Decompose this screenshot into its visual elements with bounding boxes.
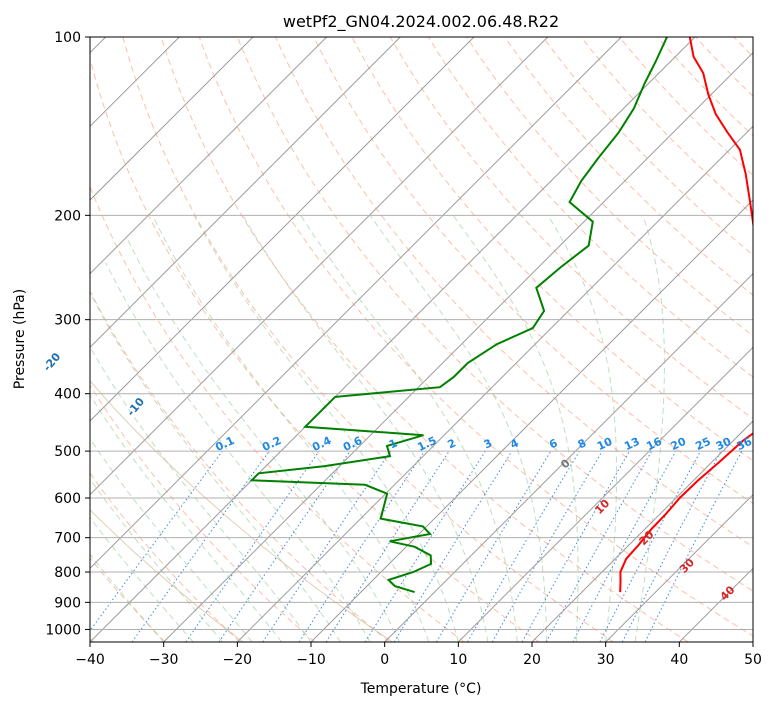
mixing-ratio-line [522,451,629,642]
x-tick-label: 30 [597,652,615,668]
reference-curve [0,37,243,642]
mixing-ratio-label: 2 [446,436,458,451]
isotherm [164,37,769,642]
mixing-ratio-line [546,451,651,642]
dry-adiabat [0,37,315,642]
isotherm [16,37,621,642]
dry-adiabat [696,37,775,642]
y-tick-label: 900 [54,595,81,611]
isotherm [90,37,695,642]
dry-adiabat [0,37,240,642]
x-tick-label: 50 [744,652,762,668]
moist-adiabat [635,215,664,642]
mixing-ratio-line [299,451,424,642]
dry-adiabat [352,37,775,642]
y-tick-label: 600 [54,491,81,507]
mixing-ratio-label: 13 [622,435,641,453]
mixing-ratio-label: 25 [693,435,712,453]
moist-adiabat-label: 0 [558,456,573,471]
moist-adiabat [153,215,429,642]
moist-adiabat [14,352,223,642]
gridlines [0,37,775,642]
y-tick-label: 100 [54,30,81,46]
mixing-ratio-label: 20 [669,435,689,453]
y-tick-label: 800 [54,565,81,581]
x-tick-label: −40 [75,652,105,668]
x-axis-ticks: −40 −30 −20 −10 0 10 20 30 40 50 [75,642,762,668]
mixing-ratio-label: 3 [482,436,494,451]
mixing-ratio-line [436,451,551,642]
dry-adiabat [85,37,539,642]
y-axis-ticks: 100 200 300 400 500 600 700 800 900 1000 [45,30,90,638]
isotherm [0,37,253,642]
isotherm [753,37,775,642]
y-tick-label: 300 [54,313,81,329]
temperature-profile [620,37,775,592]
y-axis-label: Pressure (hPa) [12,289,28,389]
moist-adiabat-label: 30 [677,556,697,576]
isotherm [0,37,474,642]
dry-adiabat [390,37,775,642]
isotherm [0,37,400,642]
x-tick-label: 40 [670,652,688,668]
chart-title: wetPf2_GN04.2024.002.06.48.R22 [283,12,559,32]
dry-adiabat [505,37,775,642]
mixing-ratio-line [365,451,485,642]
dry-adiabat [276,37,775,642]
background-lines [0,37,775,642]
mixing-ratio-label: 6 [547,436,560,451]
isotherm [679,37,775,642]
moist-adiabat [85,283,340,642]
moist-adiabat [0,384,164,642]
x-tick-label: −20 [223,652,253,668]
mixing-ratio-line [573,451,676,642]
isotherm [385,37,775,642]
isotherm [532,37,775,642]
y-tick-label: 500 [54,444,81,460]
dry-adiabat-label: -10 [124,395,147,419]
dry-adiabat [658,37,775,642]
x-tick-label: 20 [523,652,541,668]
dry-adiabat [8,37,389,642]
x-tick-label: −10 [296,652,326,668]
mixing-ratio-line [600,451,701,642]
mixing-ratio-label: 30 [714,435,734,453]
y-tick-label: 1000 [45,622,81,638]
mixing-ratio-label: 36 [735,435,755,453]
isoline-labels: -100-90-80-70-60-50-40-30-20-100.10.20.4… [0,22,754,603]
y-tick-label: 700 [54,531,81,547]
isotherm [311,37,775,642]
dry-adiabat-label: -20 [41,350,64,374]
y-tick-label: 400 [54,387,81,403]
mixing-ratio-label: 10 [595,435,615,453]
y-tick-label: 200 [54,208,81,224]
moist-adiabat-label: 10 [592,497,612,517]
x-tick-label: 0 [380,652,389,668]
mixing-ratio-line [219,451,350,642]
x-tick-label: 10 [449,652,467,668]
x-tick-label: −30 [149,652,179,668]
mixing-ratio-line [82,451,223,642]
mixing-ratio-label: 4 [508,436,521,451]
x-axis-label: Temperature (°C) [360,681,482,697]
dry-adiabat [734,37,775,642]
reference-curve [0,37,393,642]
